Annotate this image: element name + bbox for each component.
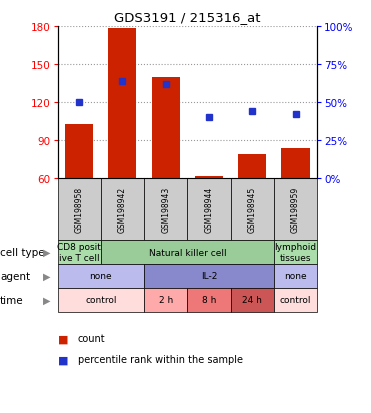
Text: control: control — [85, 295, 116, 304]
Bar — [187, 288, 231, 312]
Text: ■: ■ — [58, 334, 68, 344]
Bar — [195, 176, 223, 179]
Text: GSM198942: GSM198942 — [118, 187, 127, 233]
Text: CD8 posit
ive T cell: CD8 posit ive T cell — [57, 243, 101, 262]
Bar — [187, 179, 231, 240]
Text: ▶: ▶ — [43, 295, 50, 305]
Text: Natural killer cell: Natural killer cell — [148, 248, 226, 257]
Text: 24 h: 24 h — [242, 295, 262, 304]
Bar — [58, 288, 144, 312]
Text: none: none — [284, 272, 307, 281]
Bar — [101, 240, 274, 264]
Bar — [108, 29, 137, 179]
Text: GSM198945: GSM198945 — [248, 187, 257, 233]
Bar — [144, 264, 274, 288]
Text: 8 h: 8 h — [202, 295, 216, 304]
Text: percentile rank within the sample: percentile rank within the sample — [78, 354, 243, 364]
Bar — [274, 179, 317, 240]
Bar — [58, 179, 101, 240]
Bar — [144, 288, 187, 312]
Bar — [231, 288, 274, 312]
Text: IL-2: IL-2 — [201, 272, 217, 281]
Bar — [58, 264, 144, 288]
Text: ▶: ▶ — [43, 271, 50, 281]
Text: agent: agent — [0, 271, 30, 281]
Text: lymphoid
tissues: lymphoid tissues — [275, 243, 316, 262]
Bar — [58, 240, 101, 264]
Bar — [144, 179, 187, 240]
Text: cell type: cell type — [0, 247, 45, 257]
Text: time: time — [0, 295, 24, 305]
Text: count: count — [78, 334, 105, 344]
Text: control: control — [280, 295, 311, 304]
Bar — [274, 288, 317, 312]
Text: GSM198959: GSM198959 — [291, 187, 300, 233]
Bar — [231, 179, 274, 240]
Bar — [65, 124, 93, 179]
Text: GSM198958: GSM198958 — [75, 187, 83, 233]
Text: ▶: ▶ — [43, 247, 50, 257]
Text: 2 h: 2 h — [158, 295, 173, 304]
Bar — [101, 179, 144, 240]
Text: GSM198943: GSM198943 — [161, 187, 170, 233]
Bar — [282, 148, 310, 179]
Bar — [238, 155, 266, 179]
Bar — [274, 264, 317, 288]
Text: ■: ■ — [58, 354, 68, 364]
Bar — [152, 78, 180, 179]
Title: GDS3191 / 215316_at: GDS3191 / 215316_at — [114, 11, 260, 24]
Text: none: none — [89, 272, 112, 281]
Bar — [274, 240, 317, 264]
Text: GSM198944: GSM198944 — [204, 187, 213, 233]
